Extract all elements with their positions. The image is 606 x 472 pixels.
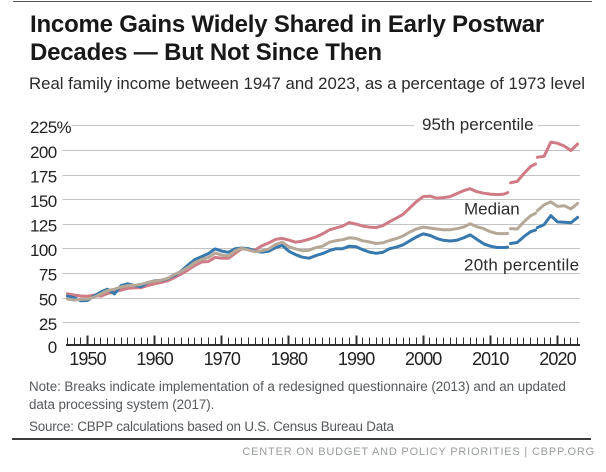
svg-text:1970: 1970 xyxy=(204,349,241,369)
svg-text:75: 75 xyxy=(39,266,57,285)
svg-text:225: 225 xyxy=(30,118,57,137)
svg-text:1990: 1990 xyxy=(338,349,375,369)
svg-text:95th percentile: 95th percentile xyxy=(422,115,534,134)
svg-text:2020: 2020 xyxy=(539,349,576,369)
svg-text:150: 150 xyxy=(30,192,57,211)
svg-text:1960: 1960 xyxy=(136,349,173,369)
svg-text:2010: 2010 xyxy=(472,349,509,369)
svg-text:1980: 1980 xyxy=(271,349,308,369)
svg-text:0: 0 xyxy=(48,338,57,357)
svg-text:25: 25 xyxy=(39,315,57,334)
svg-text:%: % xyxy=(57,118,72,137)
svg-text:200: 200 xyxy=(30,143,57,162)
svg-text:125: 125 xyxy=(30,217,57,236)
svg-text:1950: 1950 xyxy=(69,349,106,369)
svg-text:175: 175 xyxy=(30,167,57,186)
svg-text:50: 50 xyxy=(39,290,57,309)
svg-text:20th percentile: 20th percentile xyxy=(464,256,579,275)
svg-text:Median: Median xyxy=(464,200,520,219)
svg-text:2000: 2000 xyxy=(405,349,442,369)
svg-text:100: 100 xyxy=(30,241,57,260)
